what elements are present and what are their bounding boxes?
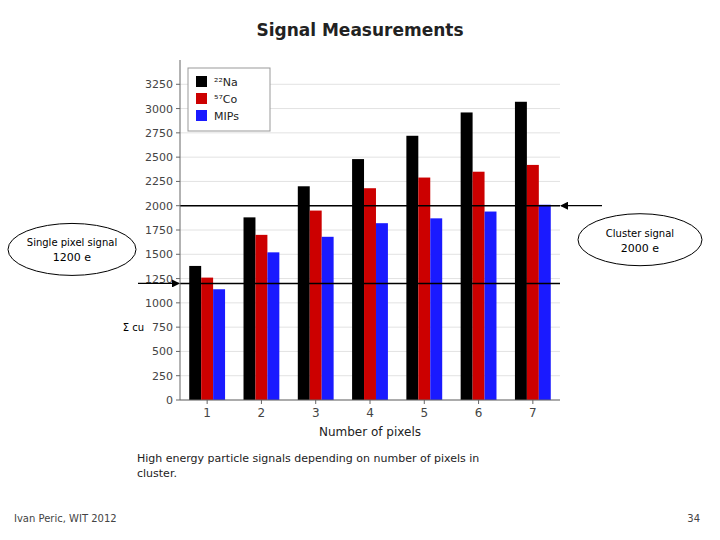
y-tick-label: 2000 bbox=[145, 200, 173, 213]
y-tick bbox=[176, 302, 180, 303]
bar bbox=[515, 102, 527, 400]
y-tick-label: 750 bbox=[152, 321, 173, 334]
x-tick bbox=[370, 400, 371, 404]
y-tick-label: 1500 bbox=[145, 248, 173, 261]
x-axis-label: Number of pixels bbox=[319, 425, 421, 439]
annotation: Cluster signal 2000 e bbox=[561, 206, 702, 266]
grid bbox=[180, 84, 560, 400]
y-tick-label: 250 bbox=[152, 370, 173, 383]
bar bbox=[406, 136, 418, 400]
bar bbox=[322, 237, 334, 400]
x-tick bbox=[532, 400, 533, 404]
x-tick-label: 4 bbox=[366, 406, 374, 420]
legend-label: MIPs bbox=[214, 110, 239, 123]
annotation-label: 2000 e bbox=[621, 242, 659, 255]
x-tick bbox=[315, 400, 316, 404]
bar bbox=[213, 289, 225, 400]
annotation-ellipse bbox=[8, 223, 136, 275]
annotation-text: Single pixel signal bbox=[27, 237, 117, 248]
bar bbox=[352, 159, 364, 400]
y-tick-label: 1000 bbox=[145, 297, 173, 310]
x-tick bbox=[478, 400, 479, 404]
x-tick-label: 7 bbox=[529, 406, 537, 420]
y-tick bbox=[176, 400, 180, 401]
x-tick-label: 6 bbox=[475, 406, 483, 420]
x-tick-label: 3 bbox=[312, 406, 320, 420]
annotation-text: Σ cu bbox=[123, 322, 144, 333]
y-axis bbox=[180, 60, 181, 400]
reference-line bbox=[180, 205, 560, 207]
y-tick-label: 1750 bbox=[145, 224, 173, 237]
bar bbox=[298, 186, 310, 400]
footer-right: 34 bbox=[687, 513, 700, 524]
bar bbox=[189, 266, 201, 400]
x-tick bbox=[261, 400, 262, 404]
y-tick bbox=[176, 351, 180, 352]
grid-line bbox=[180, 132, 560, 133]
annotation-arrow bbox=[561, 205, 602, 206]
grid-line bbox=[180, 181, 560, 182]
y-tick-label: 0 bbox=[166, 394, 173, 407]
bar bbox=[364, 188, 376, 400]
bar bbox=[430, 218, 442, 400]
legend-label: ²²Na bbox=[214, 76, 238, 89]
x-tick bbox=[207, 400, 208, 404]
bar bbox=[485, 212, 497, 400]
legend: ²²Na ⁵⁷Co MIPs bbox=[188, 68, 270, 131]
legend-swatch bbox=[196, 76, 207, 87]
bar bbox=[418, 178, 430, 400]
legend-box bbox=[188, 68, 270, 131]
y-tick-label: 3000 bbox=[145, 103, 173, 116]
grid-line bbox=[180, 157, 560, 158]
bar bbox=[201, 278, 213, 400]
x-tick bbox=[424, 400, 425, 404]
bar bbox=[267, 252, 279, 400]
chart: Signal Measurements025050075010001250150… bbox=[0, 0, 720, 540]
y-tick bbox=[176, 84, 180, 85]
y-tick bbox=[176, 278, 180, 279]
annotation-text: Cluster signal bbox=[606, 228, 674, 239]
annotation: Single pixel signal 1200 e bbox=[8, 223, 179, 283]
plot-area bbox=[180, 60, 560, 400]
title: Signal Measurements bbox=[256, 20, 463, 40]
footer-left: Ivan Peric, WIT 2012 bbox=[14, 513, 117, 524]
y-tick bbox=[176, 230, 180, 231]
y-tick-label: 2500 bbox=[145, 151, 173, 164]
y-tick bbox=[176, 327, 180, 328]
annotation-arrow bbox=[138, 283, 179, 284]
bar bbox=[255, 235, 267, 400]
reference-line bbox=[180, 283, 560, 285]
bar bbox=[539, 205, 551, 400]
y-tick-label: 2250 bbox=[145, 175, 173, 188]
caption: High energy particle signals depending o… bbox=[137, 452, 479, 480]
annotation-label: 1200 e bbox=[53, 251, 91, 264]
legend-swatch bbox=[196, 110, 207, 121]
y-tick bbox=[176, 205, 180, 206]
y-tick-label: 500 bbox=[152, 345, 173, 358]
bar bbox=[244, 217, 256, 400]
marks bbox=[180, 102, 560, 400]
y-tick bbox=[176, 132, 180, 133]
y-tick-label: 2750 bbox=[145, 127, 173, 140]
bar bbox=[461, 112, 473, 400]
y-tick bbox=[176, 254, 180, 255]
legend-label: ⁵⁷Co bbox=[214, 93, 238, 106]
annotation-ellipse bbox=[578, 214, 702, 266]
y-tick bbox=[176, 157, 180, 158]
legend-swatch bbox=[196, 93, 207, 104]
y-tick bbox=[176, 181, 180, 182]
bar bbox=[376, 223, 388, 400]
y-tick bbox=[176, 375, 180, 376]
bar bbox=[527, 165, 539, 400]
y-tick-label: 3250 bbox=[145, 78, 173, 91]
x-tick-label: 2 bbox=[258, 406, 266, 420]
bar bbox=[310, 211, 322, 400]
x-tick-label: 5 bbox=[420, 406, 428, 420]
x-tick-label: 1 bbox=[203, 406, 211, 420]
y-tick bbox=[176, 108, 180, 109]
grid-line bbox=[180, 205, 560, 206]
